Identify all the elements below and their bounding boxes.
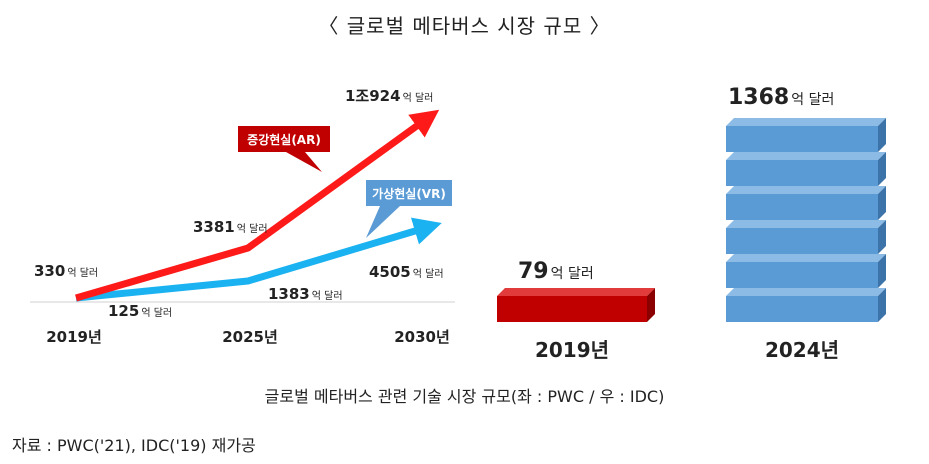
bar-2024-segment bbox=[726, 152, 886, 186]
chart-title: 〈 글로벌 메타버스 시장 규모 〉 bbox=[318, 14, 611, 38]
ar-value-label-2025: 3381 억 달러 bbox=[193, 218, 268, 236]
vr-legend-callout: 가상현실(VR) bbox=[366, 180, 452, 238]
bar-value-label-2019: 79 억 달러 bbox=[518, 259, 594, 284]
bar-2024-segment bbox=[726, 220, 886, 254]
bar-2019 bbox=[497, 288, 655, 322]
ar-value-label-2019: 330 억 달러 bbox=[34, 262, 98, 280]
bar-2024-segment bbox=[726, 186, 886, 220]
x-tick-label: 2025년 bbox=[222, 328, 278, 346]
vr-legend-label: 가상현실(VR) bbox=[372, 186, 446, 201]
x-tick-label: 2019년 bbox=[46, 328, 102, 346]
bar-2024-segment bbox=[726, 288, 886, 322]
bar-value-label-2024: 1368 억 달러 bbox=[728, 85, 834, 110]
chart-caption: 글로벌 메타버스 관련 기술 시장 규모(좌 : PWC / 우 : IDC) bbox=[264, 387, 665, 406]
vr-value-label-2025: 1383 억 달러 bbox=[268, 285, 343, 303]
vr-series-line bbox=[75, 217, 442, 302]
vr-value-label-2019: 125 억 달러 bbox=[108, 302, 172, 320]
ar-legend-label: 증강현실(AR) bbox=[247, 132, 321, 147]
bar-2024-segment bbox=[726, 118, 886, 152]
vr-value-label-2030: 4505 억 달러 bbox=[369, 263, 444, 281]
ar-legend-callout: 증강현실(AR) bbox=[238, 126, 330, 172]
bar-category-label: 2019년 bbox=[535, 338, 609, 362]
bar-2024-segment bbox=[726, 254, 886, 288]
source-note: 자료 : PWC('21), IDC('19) 재가공 bbox=[12, 436, 256, 455]
ar-series-line bbox=[75, 109, 440, 302]
x-tick-label: 2030년 bbox=[394, 328, 450, 346]
ar-value-label-2030: 1조924 억 달러 bbox=[345, 87, 433, 105]
bar-category-label: 2024년 bbox=[765, 338, 839, 362]
